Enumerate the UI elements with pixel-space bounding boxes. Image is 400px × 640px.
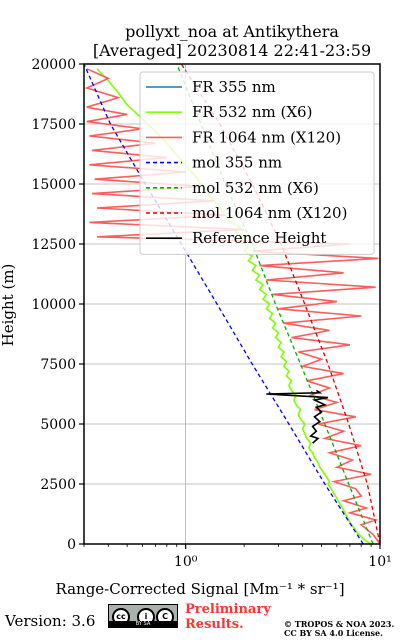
series-line-ref xyxy=(266,389,329,444)
y-tick-label: 10000 xyxy=(31,297,76,313)
chart-title-line2: [Averaged] 20230814 22:41-23:59 xyxy=(92,41,372,60)
x-tick-label: 10⁰ xyxy=(174,554,198,570)
legend-label-mol532: mol 532 nm (X6) xyxy=(192,179,319,197)
cc-badge-text: BY SA xyxy=(109,621,177,627)
y-tick-label: 12500 xyxy=(31,237,76,253)
legend-label-fr355: FR 355 nm xyxy=(192,78,276,96)
preliminary-notice: Preliminary Results. xyxy=(185,602,271,632)
y-axis-label: Height (m) xyxy=(0,263,17,347)
series-line-mol355 xyxy=(83,63,364,545)
legend: FR 355 nm FR 532 nm (X6) FR 1064 nm (X120)… xyxy=(139,71,375,255)
preliminary-line2: Results. xyxy=(185,617,244,632)
chart-title-line1: pollyxt_noa at Antikythera xyxy=(125,22,339,41)
axis-ticks: 0 2500 5000 7500 10000 12500 15000 17500 20000 10… xyxy=(31,57,391,570)
legend-label-mol355: mol 355 nm xyxy=(192,154,282,172)
legend-box xyxy=(139,71,375,255)
license-line1: © TROPOS & NOA 2023. xyxy=(284,619,395,629)
chart-svg: 0 2500 5000 7500 10000 12500 15000 17500 20000 10… xyxy=(31,57,391,570)
y-tick-label: 0 xyxy=(67,537,76,553)
y-tick-label: 5000 xyxy=(40,417,76,433)
legend-label-ref: Reference Height xyxy=(192,229,326,247)
y-tick-label: 7500 xyxy=(40,357,76,373)
y-tick-label: 15000 xyxy=(31,177,76,193)
y-tick-label: 20000 xyxy=(31,57,76,73)
license-line2: CC BY SA 4.0 License. xyxy=(284,628,383,638)
x-tick-label: 10¹ xyxy=(368,554,391,570)
y-tick-label: 17500 xyxy=(31,117,76,133)
version-label: Version: 3.6 xyxy=(5,612,96,630)
series-line-mol532 xyxy=(176,63,374,545)
y-tick-label: 2500 xyxy=(40,477,76,493)
legend-label-fr532: FR 532 nm (X6) xyxy=(192,103,312,121)
x-axis-label: Range-Corrected Signal [Mm⁻¹ * sr⁻¹] xyxy=(55,580,345,598)
cc-by-sa-badge: cc i C BY SA xyxy=(108,604,178,628)
legend-label-mol1064: mol 1064 nm (X120) xyxy=(192,204,347,222)
license-notice: © TROPOS & NOA 2023. CC BY SA 4.0 Licens… xyxy=(284,620,394,638)
preliminary-line1: Preliminary xyxy=(185,602,271,617)
legend-label-fr1064: FR 1064 nm (X120) xyxy=(192,128,341,146)
